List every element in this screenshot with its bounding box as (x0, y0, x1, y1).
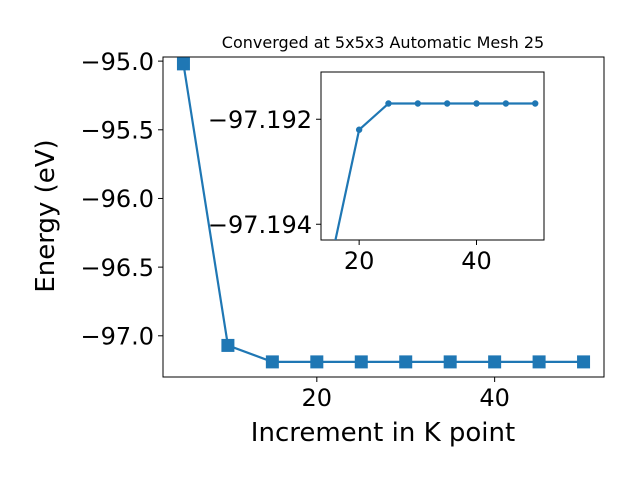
inset-data-point (385, 100, 392, 107)
main-y-tick-label: −95.5 (80, 116, 154, 144)
main-data-point (488, 355, 502, 369)
inset-data-point (355, 126, 363, 133)
main-data-point (265, 355, 279, 369)
main-data-point (176, 57, 190, 71)
inset-data-point (443, 100, 451, 107)
inset-x-tick-label: 40 (461, 247, 492, 275)
chart-title: Converged at 5x5x3 Automatic Mesh 25 (222, 33, 544, 52)
main-data-point (221, 338, 235, 352)
main-data-point (443, 355, 457, 369)
main-data-point (577, 355, 591, 369)
inset-plot: 20 40 −97.194 −97.192 (208, 71, 545, 275)
inset-data-point (473, 100, 480, 107)
main-y-tick-label: −96.0 (80, 185, 154, 213)
main-y-tick-label: −95.0 (80, 48, 154, 76)
main-y-tick-label: −97.0 (80, 322, 154, 350)
inset-series (334, 100, 539, 240)
main-data-point (399, 355, 413, 369)
inset-data-point (414, 100, 422, 107)
main-data-point (310, 355, 324, 369)
x-axis-label: Increment in K point (251, 418, 515, 448)
inset-axes-frame (320, 71, 545, 241)
main-y-tick-label: −96.5 (80, 254, 154, 282)
main-series (182, 63, 584, 363)
main-series-line (182, 63, 584, 363)
inset-y-tick-label: −97.194 (208, 211, 312, 239)
inset-data-point (502, 100, 510, 107)
main-x-tick-label: 20 (302, 384, 333, 412)
inset-x-tick-label: 20 (344, 247, 375, 275)
inset-series-line (334, 102, 536, 240)
inset-data-point (531, 100, 539, 107)
y-axis-label: Energy (eV) (31, 139, 61, 292)
main-data-point (532, 355, 546, 369)
inset-y-tick-label: −97.192 (208, 106, 312, 134)
main-x-tick-label: 40 (479, 384, 510, 412)
main-data-point (354, 355, 368, 369)
